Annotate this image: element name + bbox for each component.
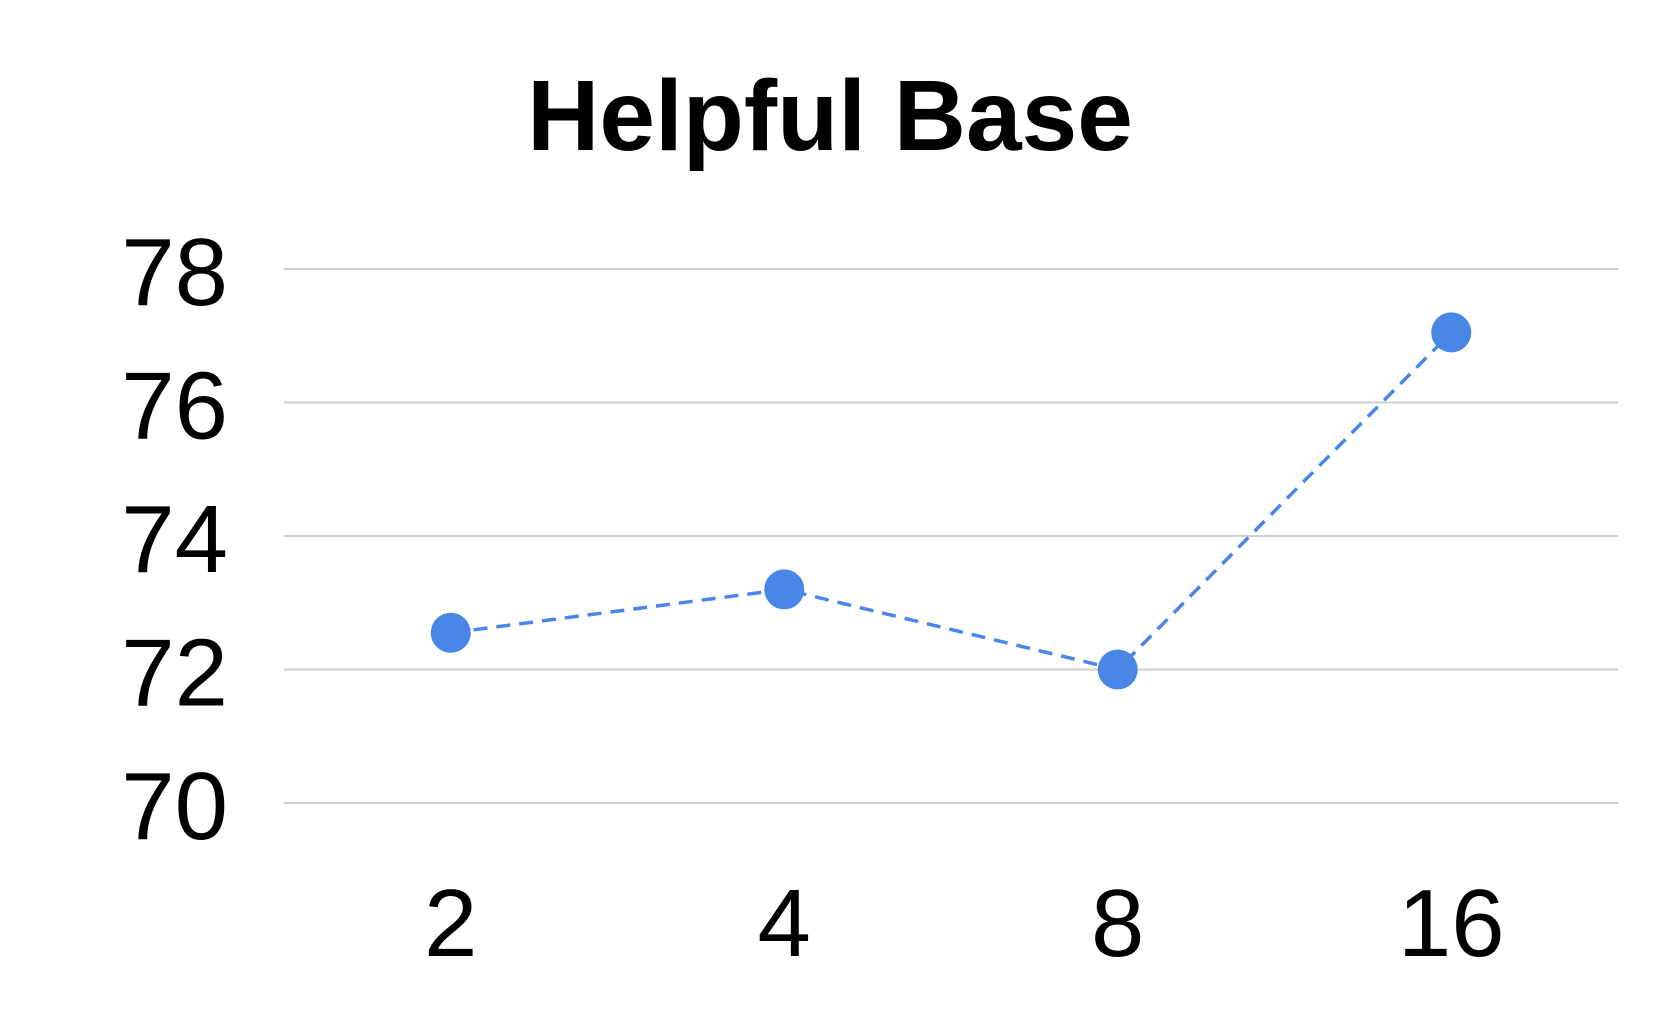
x-tick-label: 2: [424, 870, 477, 977]
y-axis-tick-labels: 70 72 74 76 78: [121, 219, 228, 860]
x-tick-label: 4: [758, 870, 811, 977]
y-tick-label: 70: [121, 753, 228, 860]
x-axis-tick-labels: 2 4 8 16: [424, 870, 1505, 977]
data-point: [430, 612, 471, 653]
y-tick-label: 74: [121, 486, 228, 593]
series-group: [430, 312, 1472, 690]
chart-title: Helpful Base: [527, 60, 1133, 172]
data-point: [1431, 312, 1472, 353]
y-tick-label: 72: [121, 620, 228, 727]
data-point: [764, 569, 805, 610]
y-tick-label: 78: [121, 219, 228, 326]
y-tick-label: 76: [121, 353, 228, 460]
grid-lines: [284, 268, 1618, 804]
data-point: [1097, 649, 1138, 690]
x-tick-label: 8: [1091, 870, 1144, 977]
x-tick-label: 16: [1398, 870, 1505, 977]
series-line: [450, 331, 1453, 672]
